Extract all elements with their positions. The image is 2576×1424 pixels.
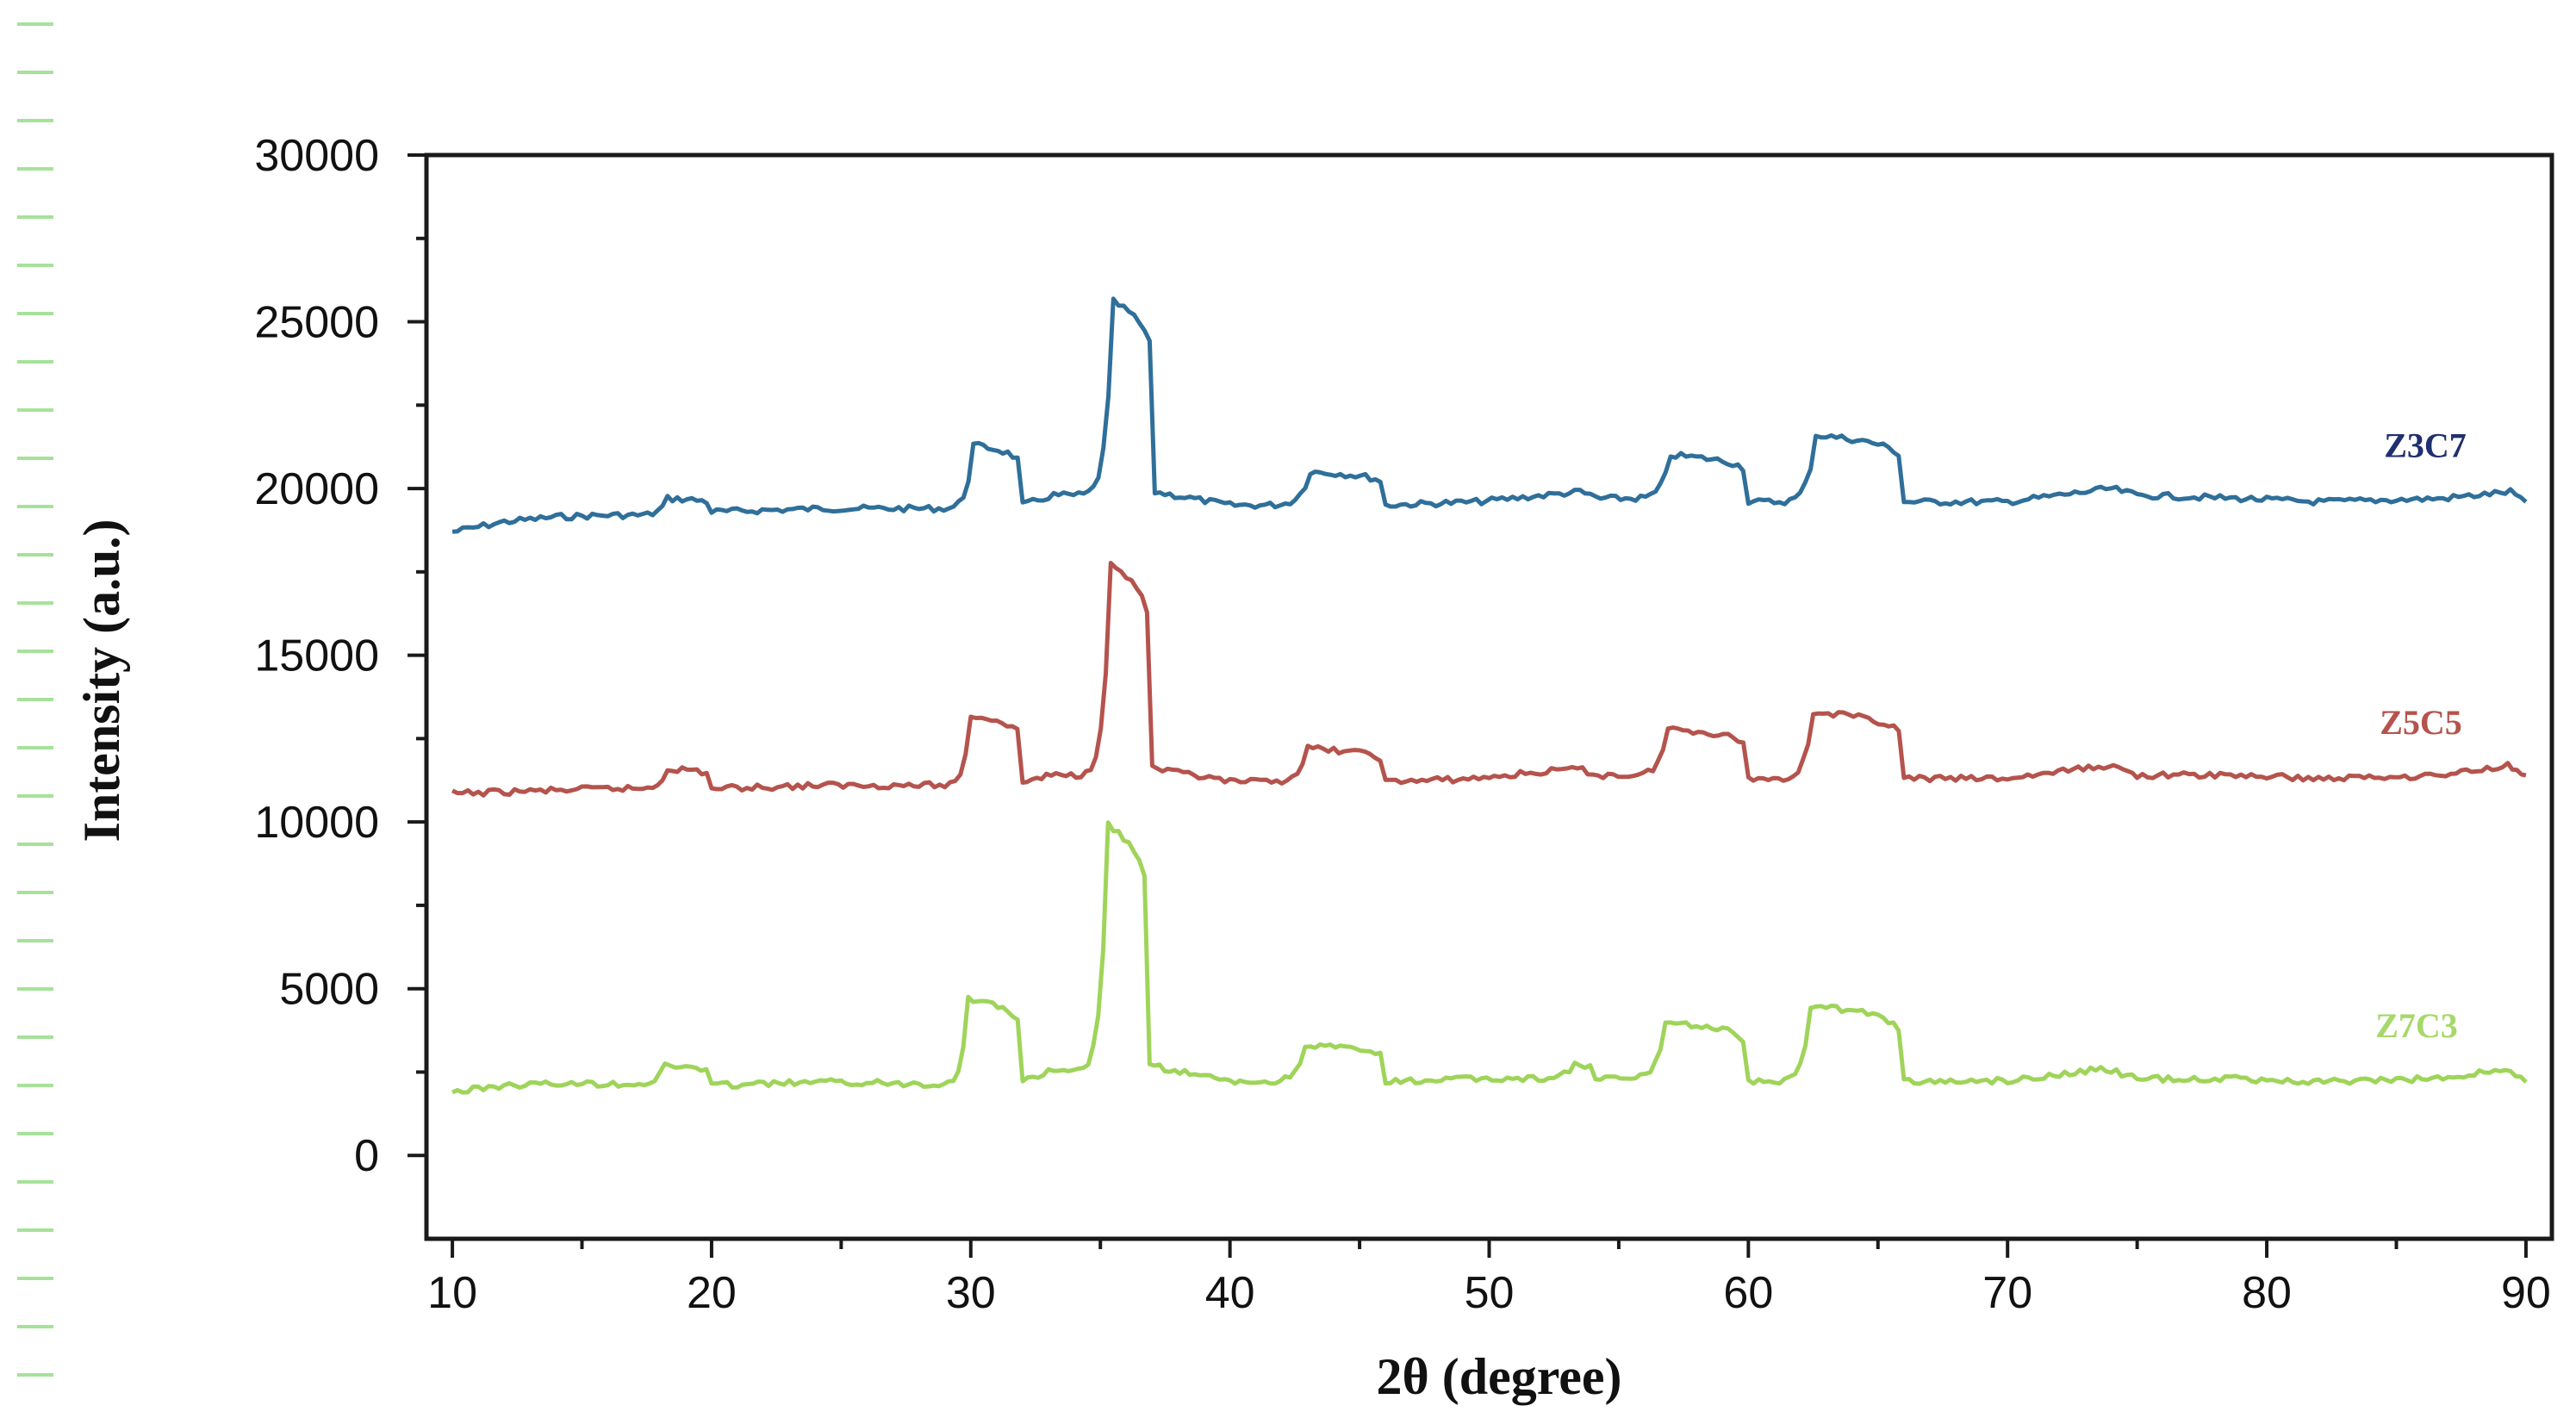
x-tick-label: 90 [2501,1268,2551,1318]
y-axis-title: Intensity (a.u.) [73,519,130,842]
series-layer: Z3C7 Z5C5 Z7C3 [451,296,2528,1095]
y-tick-label: 0 [354,1131,379,1181]
series-label-z7c3: Z7C3 [2375,1006,2458,1045]
y-tick-label: 5000 [279,965,379,1015]
y-tick-label: 10000 [254,798,379,848]
x-tick-label: 50 [1465,1268,1515,1318]
y-axis-ticks: 0 5000 10000 15000 20000 25000 30000 [254,131,426,1181]
series-label-z3c7: Z3C7 [2384,426,2467,465]
x-tick-label: 10 [427,1268,477,1318]
y-tick-label: 15000 [254,631,379,681]
x-tick-label: 60 [1723,1268,1773,1318]
x-tick-label: 40 [1205,1268,1255,1318]
series-line-z3c7 [451,296,2528,534]
series-line-z7c3 [451,820,2528,1095]
x-tick-label: 20 [687,1268,737,1318]
left-edge-dash-marks [17,22,53,1377]
x-axis-title: 2θ (degree) [1376,1348,1621,1405]
x-tick-label: 70 [1982,1268,2032,1318]
x-tick-label: 80 [2242,1268,2292,1318]
series-line-z5c5 [451,561,2527,798]
y-tick-label: 20000 [254,464,379,514]
y-tick-label: 30000 [254,131,379,181]
x-tick-label: 30 [946,1268,996,1318]
y-tick-label: 25000 [254,298,379,348]
series-label-z5c5: Z5C5 [2380,703,2462,742]
x-axis-ticks: 10 20 30 40 50 60 70 80 90 [427,1239,2551,1318]
